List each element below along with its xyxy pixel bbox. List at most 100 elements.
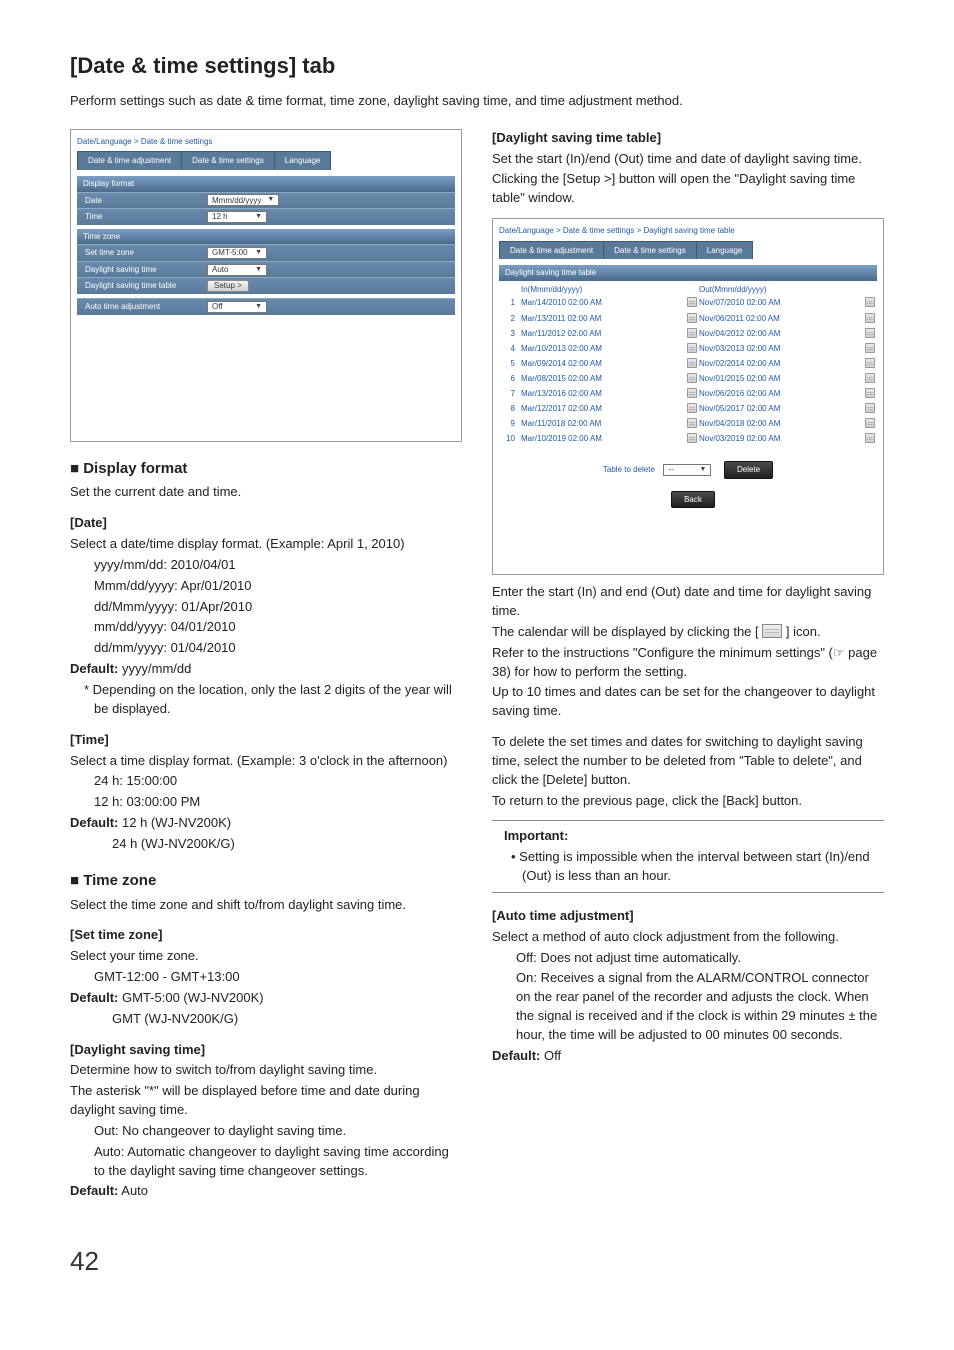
- table-row-num: 5: [499, 358, 521, 372]
- dropdown-time[interactable]: 12 h▼: [207, 211, 267, 223]
- col-in: In(Mmm/dd/yyyy): [521, 283, 687, 297]
- list-item: Auto: Automatic changeover to daylight s…: [70, 1143, 462, 1181]
- heading-time: [Time]: [70, 731, 462, 750]
- default-line-2: GMT (WJ-NV200K/G): [70, 1010, 462, 1029]
- calendar-icon[interactable]: [865, 418, 875, 428]
- list-item: On: Receives a signal from the ALARM/CON…: [492, 969, 884, 1044]
- calendar-icon[interactable]: [865, 433, 875, 443]
- breadcrumb: Date/Language > Date & time settings > D…: [499, 225, 877, 237]
- table-cell-out: Nov/06/2011 02:00 AM: [699, 313, 865, 327]
- default-line: Default: 12 h (WJ-NV200K): [70, 814, 462, 833]
- default-line: Default: Auto: [70, 1182, 462, 1201]
- table-row-num: 6: [499, 373, 521, 387]
- table-cell-out: Nov/07/2010 02:00 AM: [699, 297, 865, 311]
- chevron-down-icon: ▼: [255, 212, 262, 222]
- list-item: 24 h: 15:00:00: [70, 772, 462, 791]
- table-row-num: 9: [499, 418, 521, 432]
- dst-table: In(Mmm/dd/yyyy) Out(Mmm/dd/yyyy) 1Mar/14…: [499, 283, 877, 447]
- row-auto-adjust: Auto time adjustment Off▼: [77, 298, 455, 315]
- calendar-icon[interactable]: [687, 328, 697, 338]
- calendar-icon[interactable]: [865, 373, 875, 383]
- important-title: Important:: [504, 827, 878, 846]
- calendar-icon[interactable]: [865, 313, 875, 323]
- tab-date-settings[interactable]: Date & time settings: [182, 151, 275, 170]
- footnote: * Depending on the location, only the la…: [70, 681, 462, 719]
- row-dst-table: Daylight saving time table Setup >: [77, 277, 455, 294]
- screenshot-dst-table: Date/Language > Date & time settings > D…: [492, 218, 884, 575]
- default-line-2: 24 h (WJ-NV200K/G): [70, 835, 462, 854]
- list-item: 12 h: 03:00:00 PM: [70, 793, 462, 812]
- list-item: GMT-12:00 - GMT+13:00: [70, 968, 462, 987]
- section-time-zone: Time zone: [77, 229, 455, 245]
- heading-set-tz: [Set time zone]: [70, 926, 462, 945]
- calendar-icon[interactable]: [865, 328, 875, 338]
- calendar-icon[interactable]: [687, 343, 697, 353]
- text: To delete the set times and dates for sw…: [492, 733, 884, 790]
- delete-button[interactable]: Delete: [724, 461, 773, 479]
- calendar-icon[interactable]: [687, 313, 697, 323]
- important-box: Important: • Setting is impossible when …: [492, 820, 884, 893]
- chevron-down-icon: ▼: [255, 265, 262, 275]
- chevron-down-icon: ▼: [267, 195, 274, 205]
- list-item: yyyy/mm/dd: 2010/04/01: [70, 556, 462, 575]
- heading-date: [Date]: [70, 514, 462, 533]
- dropdown-auto-adjust[interactable]: Off▼: [207, 301, 267, 313]
- table-row-num: 7: [499, 388, 521, 402]
- table-cell-out: Nov/05/2017 02:00 AM: [699, 403, 865, 417]
- table-cell-out: Nov/04/2018 02:00 AM: [699, 418, 865, 432]
- calendar-icon[interactable]: [865, 297, 875, 307]
- calendar-icon[interactable]: [865, 343, 875, 353]
- label-dst-table: Daylight saving time table: [77, 278, 207, 294]
- calendar-icon[interactable]: [687, 418, 697, 428]
- dropdown-set-tz[interactable]: GMT-5:00▼: [207, 247, 267, 259]
- text: Select a time display format. (Example: …: [70, 752, 462, 771]
- setup-button[interactable]: Setup >: [207, 280, 249, 292]
- row-date: Date Mmm/dd/yyyy▼: [77, 192, 455, 209]
- calendar-icon[interactable]: [687, 403, 697, 413]
- text: Determine how to switch to/from daylight…: [70, 1061, 462, 1080]
- table-cell-in: Mar/11/2018 02:00 AM: [521, 418, 687, 432]
- row-time: Time 12 h▼: [77, 208, 455, 225]
- row-dst: Daylight saving time Auto▼: [77, 261, 455, 278]
- breadcrumb: Date/Language > Date & time settings: [77, 136, 455, 148]
- calendar-icon[interactable]: [865, 403, 875, 413]
- heading-auto-adjust: [Auto time adjustment]: [492, 907, 884, 926]
- calendar-icon[interactable]: [687, 433, 697, 443]
- tab-language[interactable]: Language: [275, 151, 332, 170]
- chevron-down-icon: ▼: [255, 248, 262, 258]
- table-cell-in: Mar/14/2010 02:00 AM: [521, 297, 687, 311]
- table-cell-out: Nov/03/2019 02:00 AM: [699, 433, 865, 447]
- table-cell-out: Nov/02/2014 02:00 AM: [699, 358, 865, 372]
- calendar-icon[interactable]: [687, 388, 697, 398]
- list-item: dd/mm/yyyy: 01/04/2010: [70, 639, 462, 658]
- table-cell-out: Nov/06/2016 02:00 AM: [699, 388, 865, 402]
- list-item: mm/dd/yyyy: 04/01/2010: [70, 618, 462, 637]
- list-item: Mmm/dd/yyyy: Apr/01/2010: [70, 577, 462, 596]
- tab-date-settings[interactable]: Date & time settings: [604, 241, 697, 260]
- dropdown-dst[interactable]: Auto▼: [207, 264, 267, 276]
- table-cell-in: Mar/13/2011 02:00 AM: [521, 313, 687, 327]
- calendar-icon[interactable]: [687, 358, 697, 368]
- tab-language[interactable]: Language: [697, 241, 754, 260]
- table-cell-in: Mar/10/2013 02:00 AM: [521, 343, 687, 357]
- calendar-icon[interactable]: [865, 358, 875, 368]
- tab-date-adjust[interactable]: Date & time adjustment: [77, 151, 182, 170]
- table-cell-in: Mar/10/2019 02:00 AM: [521, 433, 687, 447]
- label-table-to-delete: Table to delete: [603, 465, 655, 474]
- label-auto-adjust: Auto time adjustment: [77, 299, 207, 315]
- calendar-icon[interactable]: [687, 297, 697, 307]
- calendar-icon[interactable]: [687, 373, 697, 383]
- dropdown-date[interactable]: Mmm/dd/yyyy▼: [207, 194, 279, 206]
- tab-date-adjust[interactable]: Date & time adjustment: [499, 241, 604, 260]
- text: Select a method of auto clock adjustment…: [492, 928, 884, 947]
- label-set-tz: Set time zone: [77, 245, 207, 261]
- dropdown-table-to-delete[interactable]: --▼: [663, 464, 711, 476]
- text: Set the current date and time.: [70, 483, 462, 502]
- heading-dst: [Daylight saving time]: [70, 1041, 462, 1060]
- label-dst: Daylight saving time: [77, 262, 207, 278]
- section-dst-table: Daylight saving time table: [499, 265, 877, 281]
- heading-time-zone: ■ Time zone: [70, 870, 462, 892]
- back-button[interactable]: Back: [671, 491, 715, 509]
- calendar-icon[interactable]: [865, 388, 875, 398]
- label-date: Date: [77, 193, 207, 209]
